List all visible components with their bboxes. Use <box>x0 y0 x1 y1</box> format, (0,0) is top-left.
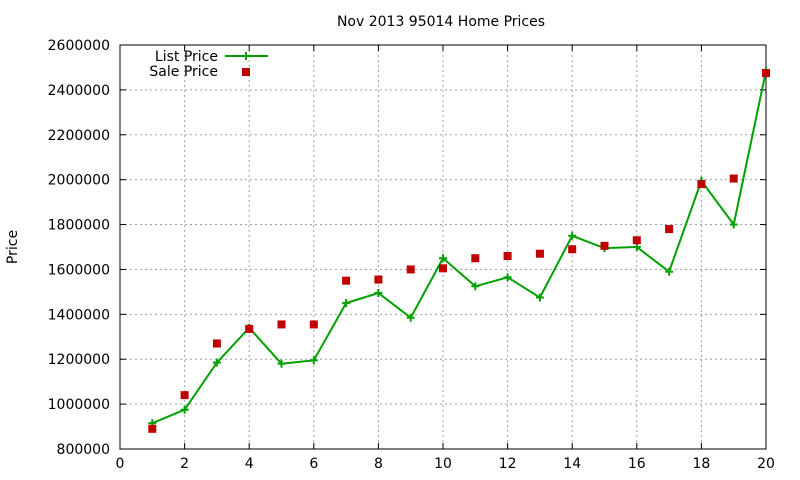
data-point-list-price <box>729 220 738 229</box>
x-tick-label: 8 <box>374 456 383 472</box>
data-point-sale-price <box>245 324 254 333</box>
data-point-sale-price <box>439 264 447 273</box>
data-point-list-price <box>406 313 415 322</box>
x-tick-label: 4 <box>245 456 254 472</box>
data-point-list-price <box>632 243 641 251</box>
x-tick-label: 18 <box>692 456 710 472</box>
legend-label-sale-price: Sale Price <box>149 64 218 80</box>
data-point-sale-price <box>568 245 577 254</box>
data-point-sale-price <box>632 236 641 245</box>
legend-swatch-sale-price <box>242 68 250 76</box>
series-sale-price <box>148 69 770 433</box>
data-point-sale-price <box>148 424 157 433</box>
data-point-sale-price <box>277 320 286 329</box>
y-tick-label: 1600000 <box>48 262 110 278</box>
tick-labels: 0 2 4 6 8 10 12 14 16 18 20 800000 1000000 1200000 140… <box>48 38 775 472</box>
data-point-sale-price <box>535 249 544 258</box>
x-tick-label: 10 <box>434 456 452 472</box>
data-point-sale-price <box>729 174 738 183</box>
x-tick-label: 20 <box>757 456 775 472</box>
y-axis-label: Price <box>5 230 21 264</box>
x-tick-label: 2 <box>180 456 189 472</box>
data-point-sale-price <box>342 276 351 285</box>
y-tick-label: 2400000 <box>48 83 110 99</box>
y-tick-label: 1800000 <box>48 218 110 234</box>
data-point-sale-price <box>180 391 189 400</box>
data-point-sale-price <box>309 320 318 329</box>
data-point-sale-price <box>503 251 512 260</box>
y-tick-label: 1200000 <box>48 352 110 368</box>
x-tick-label: 12 <box>499 456 517 472</box>
data-point-list-price <box>212 358 221 367</box>
data-point-sale-price <box>665 225 674 234</box>
data-point-sale-price <box>471 254 480 263</box>
grid-lines <box>120 45 766 449</box>
x-tick-label: 0 <box>116 456 125 472</box>
data-point-list-price <box>471 282 480 291</box>
y-tick-label: 2000000 <box>48 173 110 189</box>
series-layer <box>148 66 770 433</box>
y-tick-label: 2600000 <box>48 38 110 54</box>
data-point-sale-price <box>600 241 609 250</box>
data-point-list-price <box>535 293 544 302</box>
data-point-list-price <box>568 231 577 240</box>
legend-marker-sale-price <box>242 68 250 76</box>
data-point-list-price <box>503 273 512 282</box>
legend-label-list-price: List Price <box>155 49 218 65</box>
y-tick-label: 1400000 <box>48 307 110 323</box>
data-point-list-price <box>277 359 286 368</box>
series-line-list-price <box>151 70 767 425</box>
y-tick-label: 800000 <box>57 442 110 458</box>
y-tick-label: 2200000 <box>48 128 110 144</box>
y-tick-label: 1000000 <box>48 397 110 413</box>
data-point-sale-price <box>697 180 706 189</box>
x-tick-label: 6 <box>309 456 318 472</box>
data-point-sale-price <box>406 265 415 274</box>
legend: List Price Sale Price <box>149 49 268 80</box>
data-point-list-price <box>180 405 189 414</box>
x-tick-label: 16 <box>628 456 646 472</box>
chart-title: Nov 2013 95014 Home Prices <box>337 14 545 30</box>
data-point-sale-price <box>212 339 221 348</box>
data-point-list-price <box>439 254 447 263</box>
data-point-sale-price <box>762 69 770 78</box>
x-tick-label: 14 <box>563 456 581 472</box>
legend-marker-list-price <box>242 52 250 60</box>
plot-frame <box>119 44 767 450</box>
data-point-list-price <box>342 299 351 308</box>
data-point-list-price <box>374 289 383 298</box>
data-point-list-price <box>665 267 674 276</box>
data-point-sale-price <box>374 275 383 284</box>
series-list-price <box>148 66 770 428</box>
data-point-list-price <box>309 356 318 365</box>
legend-swatch-list-price <box>225 52 268 60</box>
